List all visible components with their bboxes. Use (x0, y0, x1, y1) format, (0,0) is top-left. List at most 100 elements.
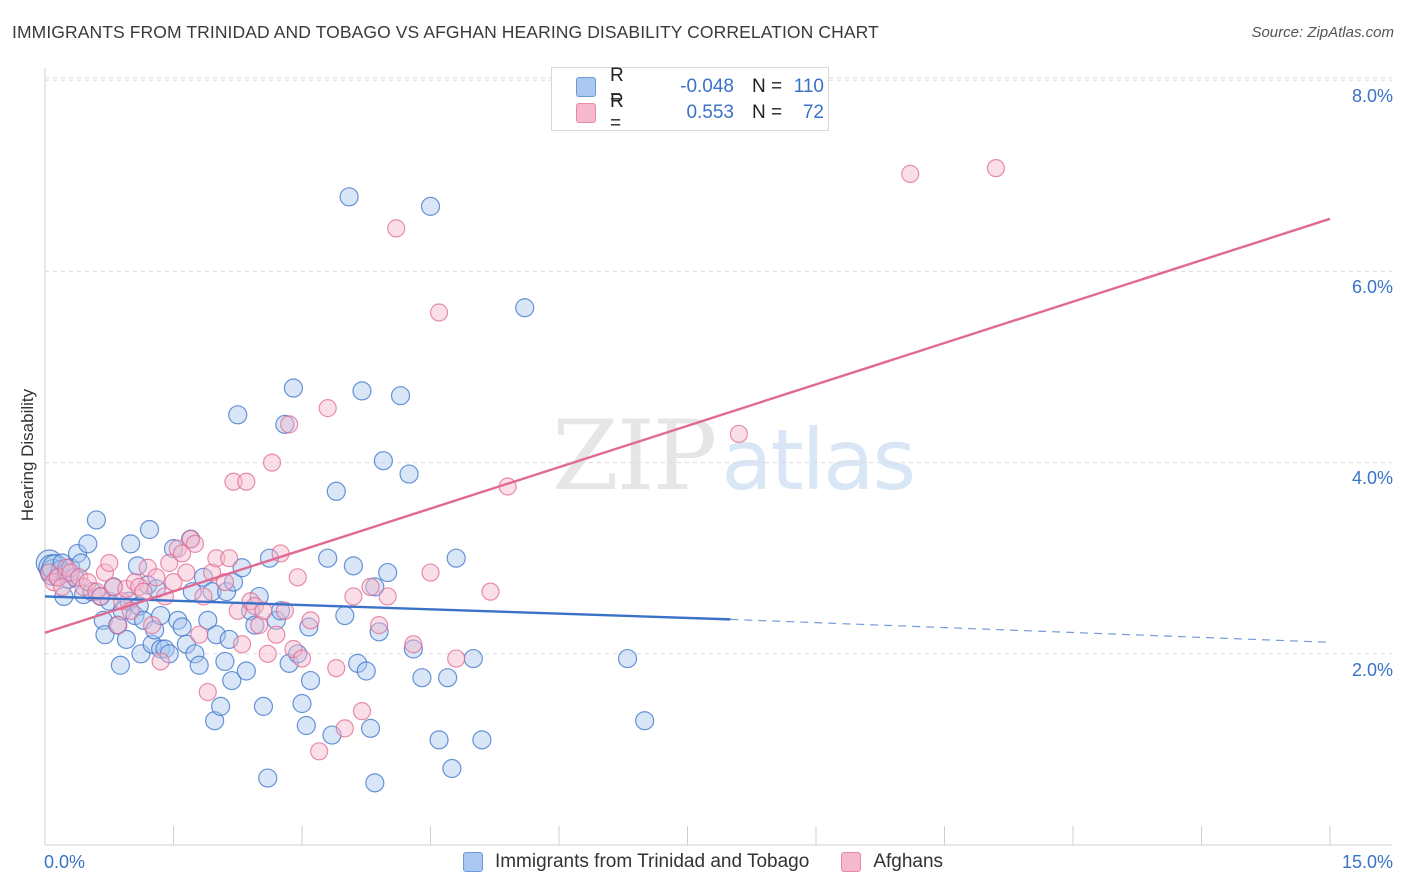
data-point-afghans (301, 611, 320, 630)
data-point-trinidad (121, 534, 141, 554)
data-point-afghans (151, 652, 170, 671)
data-point-trinidad (215, 651, 235, 672)
series-legend-label: Immigrants from Trinidad and Tobago (494, 851, 810, 872)
series-legend: Immigrants from Trinidad and Tobago Afgh… (0, 851, 1406, 873)
data-point-trinidad (193, 567, 214, 587)
data-point-trinidad (378, 562, 398, 583)
legend-n-value: 72 (802, 102, 824, 123)
data-point-afghans (335, 719, 354, 738)
series-legend-item-afghans[interactable]: Afghans (841, 851, 943, 873)
data-point-afghans (224, 472, 243, 491)
data-point-afghans (100, 553, 119, 573)
data-point-trinidad (429, 730, 449, 750)
data-point-afghans (262, 453, 282, 472)
data-point-trinidad (86, 510, 107, 530)
data-point-afghans (481, 582, 500, 601)
chart-title: IMMIGRANTS FROM TRINIDAD AND TOBAGO VS A… (12, 22, 879, 42)
data-point-afghans (344, 587, 363, 606)
data-point-afghans (232, 635, 252, 654)
data-point-trinidad (228, 405, 248, 425)
series-legend-item-trinidad[interactable]: Immigrants from Trinidad and Tobago (462, 851, 810, 873)
data-point-trinidad (275, 414, 295, 434)
data-point-afghans (108, 616, 127, 635)
data-point-afghans (404, 635, 423, 654)
correlation-legend: R = -0.048 N = 110 R = 0.553 N = 72 (551, 65, 829, 134)
data-point-afghans (53, 577, 72, 596)
data-point-afghans (177, 563, 196, 582)
data-point-trinidad (222, 670, 242, 691)
data-point-afghans (288, 568, 307, 587)
data-point-afghans (147, 568, 166, 587)
legend-swatch-pink (576, 103, 596, 123)
y-tick-label: 6.0% (1351, 277, 1393, 297)
data-point-trinidad (253, 696, 274, 716)
data-point-trinidad (515, 298, 535, 318)
data-point-trinidad (369, 622, 389, 642)
watermark: ZIPatlas (552, 400, 916, 512)
data-point-trinidad (356, 661, 376, 681)
data-point-trinidad (412, 668, 432, 688)
data-point-afghans (134, 582, 153, 601)
data-point-afghans (421, 563, 440, 582)
data-point-afghans (901, 164, 920, 183)
data-point-afghans (172, 544, 192, 563)
data-point-trinidad (95, 625, 115, 645)
data-point-afghans (275, 601, 294, 620)
data-point-trinidad (236, 661, 256, 681)
data-point-trinidad (635, 711, 655, 731)
legend-r-label: R = (610, 65, 624, 108)
data-point-afghans (280, 415, 299, 434)
data-point-trinidad (352, 381, 372, 401)
data-point-trinidad (446, 548, 466, 568)
legend-r-label: R = (610, 91, 624, 134)
data-point-afghans (70, 568, 89, 587)
watermark-zip: ZIP (552, 400, 717, 512)
data-point-afghans (61, 563, 80, 582)
data-point-afghans (160, 553, 179, 573)
data-point-trinidad (232, 558, 252, 578)
data-point-trinidad (343, 556, 363, 576)
data-point-trinidad (403, 639, 423, 659)
data-point-afghans (220, 549, 239, 568)
data-point-trinidad (438, 668, 458, 688)
data-point-trinidad (365, 577, 385, 597)
data-point-trinidad (373, 451, 393, 471)
data-point-trinidad (258, 768, 278, 788)
trend-line-extension (730, 618, 1331, 643)
data-point-trinidad (71, 553, 91, 573)
data-point-trinidad (283, 378, 304, 398)
data-point-afghans (250, 616, 269, 635)
data-point-afghans (370, 616, 389, 635)
data-point-afghans (378, 587, 397, 606)
series-legend-label: Afghans (873, 851, 944, 872)
data-point-afghans (95, 563, 115, 582)
data-point-afghans (237, 472, 256, 491)
data-point-trinidad (326, 481, 346, 501)
legend-r-value: 0.553 (686, 102, 734, 123)
data-point-afghans (142, 616, 162, 635)
legend-n-label: N = (752, 102, 783, 123)
data-point-trinidad (365, 773, 385, 793)
data-point-trinidad (300, 670, 321, 691)
data-point-trinidad (296, 715, 316, 736)
data-point-afghans (361, 577, 380, 596)
data-point-trinidad (292, 693, 312, 714)
legend-swatch-blue (462, 852, 483, 872)
data-point-trinidad (205, 711, 225, 731)
legend-row-afghans: R = 0.553 N = 72 (576, 91, 824, 134)
data-point-trinidad (99, 591, 119, 611)
data-point-afghans (352, 702, 372, 721)
data-point-afghans (91, 587, 110, 606)
data-point-trinidad (299, 617, 319, 637)
x-tick-label-min: 0.0% (44, 852, 86, 872)
data-point-afghans (258, 644, 277, 663)
data-point-afghans (198, 682, 217, 702)
data-point-trinidad (211, 696, 231, 716)
data-point-afghans (310, 742, 329, 761)
legend-row-trinidad: R = -0.048 N = 110 (576, 65, 824, 108)
x-tick-label-max: 15.0% (1341, 852, 1393, 872)
trend-line-trinidad (44, 595, 731, 621)
data-point-afghans (190, 625, 209, 644)
data-point-trinidad (163, 539, 184, 559)
